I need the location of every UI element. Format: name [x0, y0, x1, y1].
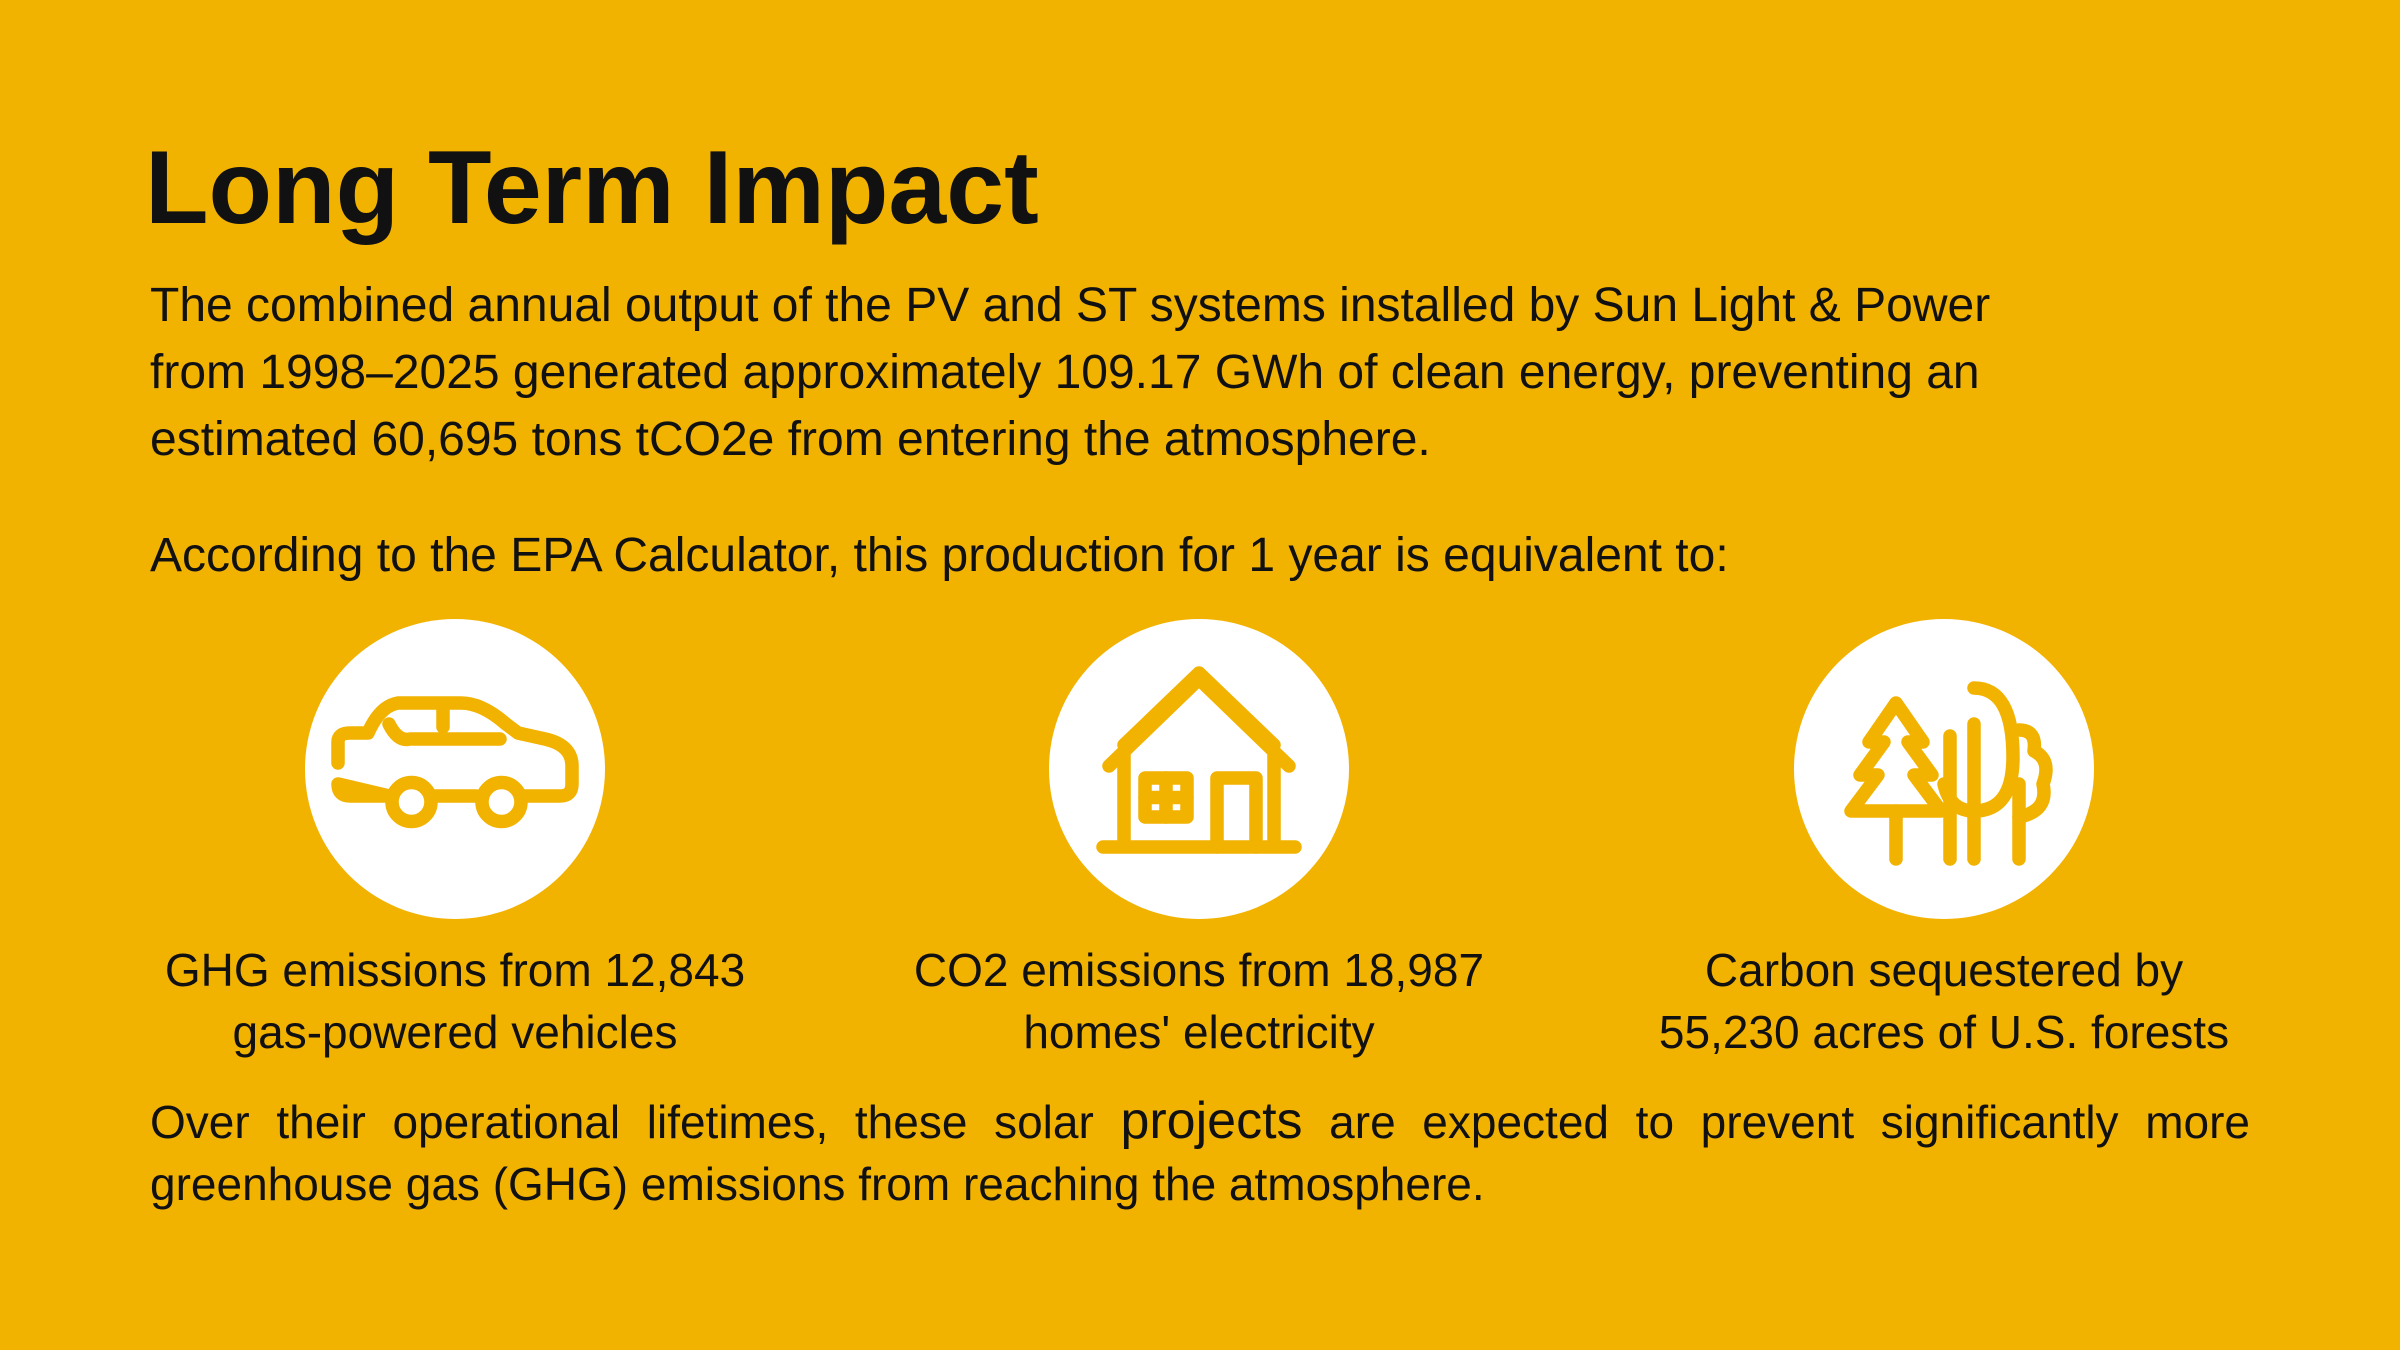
- equivalence-item: CO2 emissions from 18,987 homes' electri…: [849, 619, 1549, 1063]
- text-line: Over their operational lifetimes, these …: [150, 1090, 2250, 1153]
- caption-line: Carbon sequestered by: [1704, 944, 2184, 996]
- icon-circle: [1794, 619, 2094, 919]
- text-line: greenhouse gas (GHG) emissions from reac…: [150, 1158, 1485, 1210]
- caption-line: gas-powered vehicles: [232, 1006, 678, 1058]
- item-caption: Carbon sequestered by 55,230 acres of U.…: [1594, 939, 2294, 1063]
- icon-circle: [305, 619, 605, 919]
- item-caption: GHG emissions from 12,843 gas-powered ve…: [105, 939, 805, 1063]
- text-line: from 1998–2025 generated approximately 1…: [150, 346, 1980, 399]
- caption-line: GHG emissions from 12,843: [164, 944, 746, 996]
- caption-line: 55,230 acres of U.S. forests: [1658, 1006, 2230, 1058]
- text-segment: Over their operational lifetimes, these …: [150, 1096, 1121, 1148]
- title: Long Term Impact: [145, 130, 1039, 246]
- caption-line: homes' electricity: [1023, 1006, 1375, 1058]
- text-line: The combined annual output of the PV and…: [150, 279, 1991, 332]
- lead-text: According to the EPA Calculator, this pr…: [150, 529, 1729, 582]
- text-segment: projects: [1120, 1092, 1303, 1150]
- icon-circle: [1049, 619, 1349, 919]
- closing-paragraph: Over their operational lifetimes, these …: [150, 1090, 2250, 1215]
- car-icon: [331, 696, 579, 829]
- text-line: estimated 60,695 tons tCO2e from enterin…: [150, 413, 1431, 466]
- house-icon: [1096, 666, 1302, 854]
- equivalence-item: Carbon sequestered by 55,230 acres of U.…: [1594, 619, 2294, 1063]
- equivalence-item: GHG emissions from 12,843 gas-powered ve…: [105, 619, 805, 1063]
- text-segment: are expected to prevent significantly mo…: [1302, 1096, 2250, 1148]
- intro-paragraph: The combined annual output of the PV and…: [150, 272, 1990, 473]
- trees-icon: [1844, 681, 2053, 866]
- item-caption: CO2 emissions from 18,987 homes' electri…: [849, 939, 1549, 1063]
- caption-line: CO2 emissions from 18,987: [913, 944, 1485, 996]
